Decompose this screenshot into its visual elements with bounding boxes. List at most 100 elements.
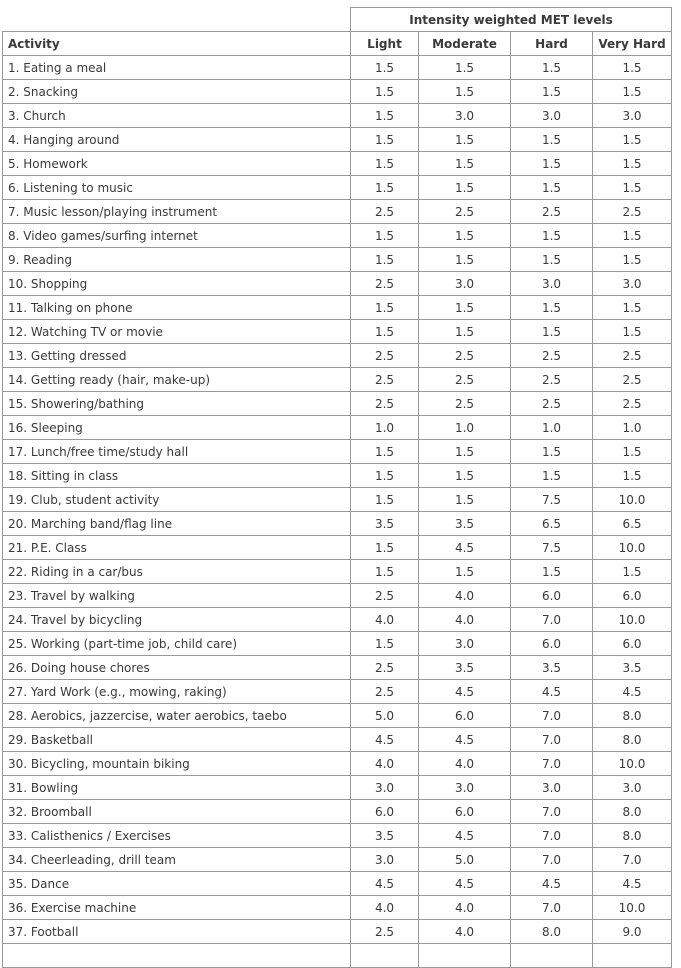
hard-value: 2.5 [510,367,593,392]
light-value: 1.5 [350,55,419,80]
table-row: 17. Lunch/free time/study hall 1.5 1.5 1.5 1… [2,439,672,464]
light-value: 1.5 [350,439,419,464]
moderate-value: 4.0 [418,583,511,608]
blank-corner-cell [2,7,351,32]
activity-cell: 30. Bicycling, mountain biking [2,751,351,776]
column-header-hard: Hard [510,31,593,56]
hard-value: 7.0 [510,703,593,728]
moderate-value: 1.5 [418,223,511,248]
moderate-value: 4.5 [418,679,511,704]
table-row: 7. Music lesson/playing instrument 2.5 2.5… [2,199,672,224]
moderate-value: 4.0 [418,895,511,920]
empty-cell [510,943,593,968]
very-hard-value: 6.0 [592,583,672,608]
column-header-activity: Activity [2,31,351,56]
light-value: 1.5 [350,247,419,272]
light-value: 1.5 [350,175,419,200]
light-value: 2.5 [350,271,419,296]
activity-cell: 15. Showering/bathing [2,391,351,416]
very-hard-value: 6.0 [592,631,672,656]
table-row: 35. Dance 4.5 4.5 4.5 4.5 [2,871,672,896]
very-hard-value: 1.5 [592,55,672,80]
table-row: 22. Riding in a car/bus 1.5 1.5 1.5 1.5 [2,559,672,584]
very-hard-value: 10.0 [592,607,672,632]
hard-value: 2.5 [510,343,593,368]
table-body: Intensity weighted MET levels Activity L… [2,7,672,968]
very-hard-value: 3.0 [592,271,672,296]
hard-value: 3.0 [510,271,593,296]
activity-cell: 8. Video games/surfing internet [2,223,351,248]
hard-value: 8.0 [510,919,593,944]
very-hard-value: 4.5 [592,679,672,704]
moderate-value: 6.0 [418,703,511,728]
light-value: 1.5 [350,319,419,344]
activity-cell: 2. Snacking [2,79,351,104]
hard-value: 7.0 [510,895,593,920]
moderate-value: 1.0 [418,415,511,440]
table-row: 33. Calisthenics / Exercises 3.5 4.5 7.0 8.0 [2,823,672,848]
table-row: 8. Video games/surfing internet 1.5 1.5 1.5… [2,223,672,248]
very-hard-value: 1.5 [592,79,672,104]
moderate-value: 4.5 [418,727,511,752]
hard-value: 1.5 [510,439,593,464]
light-value: 1.5 [350,79,419,104]
table-row: 21. P.E. Class 1.5 4.5 7.5 10.0 [2,535,672,560]
light-value: 2.5 [350,391,419,416]
activity-cell: 32. Broomball [2,799,351,824]
empty-cell [418,943,511,968]
hard-value: 1.5 [510,319,593,344]
column-header-light: Light [350,31,419,56]
very-hard-value: 10.0 [592,535,672,560]
light-value: 3.5 [350,511,419,536]
activity-cell: 35. Dance [2,871,351,896]
light-value: 1.5 [350,487,419,512]
column-header-moderate: Moderate [418,31,511,56]
very-hard-value: 8.0 [592,703,672,728]
activity-cell: 7. Music lesson/playing instrument [2,199,351,224]
light-value: 1.5 [350,559,419,584]
hard-value: 7.0 [510,847,593,872]
activity-cell: 37. Football [2,919,351,944]
group-header-row: Intensity weighted MET levels [2,7,672,32]
hard-value: 1.5 [510,295,593,320]
moderate-value: 1.5 [418,439,511,464]
very-hard-value: 8.0 [592,727,672,752]
hard-value: 3.0 [510,103,593,128]
very-hard-value: 2.5 [592,391,672,416]
table-row: 2. Snacking 1.5 1.5 1.5 1.5 [2,79,672,104]
light-value: 6.0 [350,799,419,824]
very-hard-value: 1.5 [592,439,672,464]
table-row: 28. Aerobics, jazzercise, water aerobics… [2,703,672,728]
hard-value: 4.5 [510,679,593,704]
table-row: 26. Doing house chores 2.5 3.5 3.5 3.5 [2,655,672,680]
hard-value: 1.5 [510,127,593,152]
table-row: 37. Football 2.5 4.0 8.0 9.0 [2,919,672,944]
moderate-value: 2.5 [418,199,511,224]
table-row: 27. Yard Work (e.g., mowing, raking) 2.5 4… [2,679,672,704]
activity-cell: 17. Lunch/free time/study hall [2,439,351,464]
hard-value: 2.5 [510,391,593,416]
table-row: 12. Watching TV or movie 1.5 1.5 1.5 1.5 [2,319,672,344]
table-row: 30. Bicycling, mountain biking 4.0 4.0 7.0 1… [2,751,672,776]
activity-cell: 4. Hanging around [2,127,351,152]
activity-cell: 29. Basketball [2,727,351,752]
table-row: 20. Marching band/flag line 3.5 3.5 6.5 6.5 [2,511,672,536]
light-value: 1.5 [350,103,419,128]
hard-value: 4.5 [510,871,593,896]
very-hard-value: 1.5 [592,223,672,248]
hard-value: 6.0 [510,631,593,656]
light-value: 4.0 [350,895,419,920]
very-hard-value: 10.0 [592,487,672,512]
table-row: 3. Church 1.5 3.0 3.0 3.0 [2,103,672,128]
very-hard-value: 1.5 [592,319,672,344]
moderate-value: 1.5 [418,319,511,344]
very-hard-value: 2.5 [592,367,672,392]
moderate-value: 1.5 [418,55,511,80]
activity-cell: 33. Calisthenics / Exercises [2,823,351,848]
light-value: 2.5 [350,199,419,224]
hard-value: 1.5 [510,55,593,80]
light-value: 1.5 [350,463,419,488]
table-row: 29. Basketball 4.5 4.5 7.0 8.0 [2,727,672,752]
table-row: 24. Travel by bicycling 4.0 4.0 7.0 10.0 [2,607,672,632]
very-hard-value: 2.5 [592,199,672,224]
